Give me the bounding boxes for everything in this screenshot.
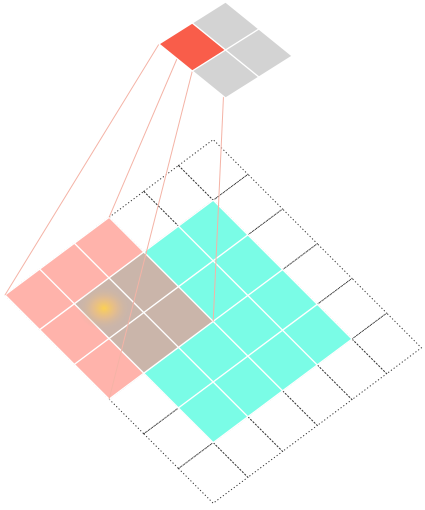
padding-cell bbox=[212, 416, 284, 478]
kernel-grid bbox=[4, 216, 215, 400]
padding-cell bbox=[281, 364, 353, 427]
connector-line bbox=[108, 70, 193, 400]
padding-cell bbox=[212, 173, 284, 236]
input-cell bbox=[281, 303, 353, 366]
padding-cell bbox=[316, 338, 388, 401]
padding-cell bbox=[247, 208, 319, 271]
output-grid bbox=[157, 1, 294, 99]
padding-cell bbox=[177, 441, 249, 504]
padding-cell bbox=[351, 312, 423, 375]
padding-cell bbox=[177, 138, 249, 201]
padding-cell bbox=[247, 390, 319, 453]
padding-cell bbox=[316, 277, 388, 340]
connector-line bbox=[4, 43, 160, 296]
output-cell bbox=[224, 28, 294, 78]
kernel-center-highlight bbox=[78, 286, 131, 331]
padding-cell bbox=[281, 243, 353, 305]
